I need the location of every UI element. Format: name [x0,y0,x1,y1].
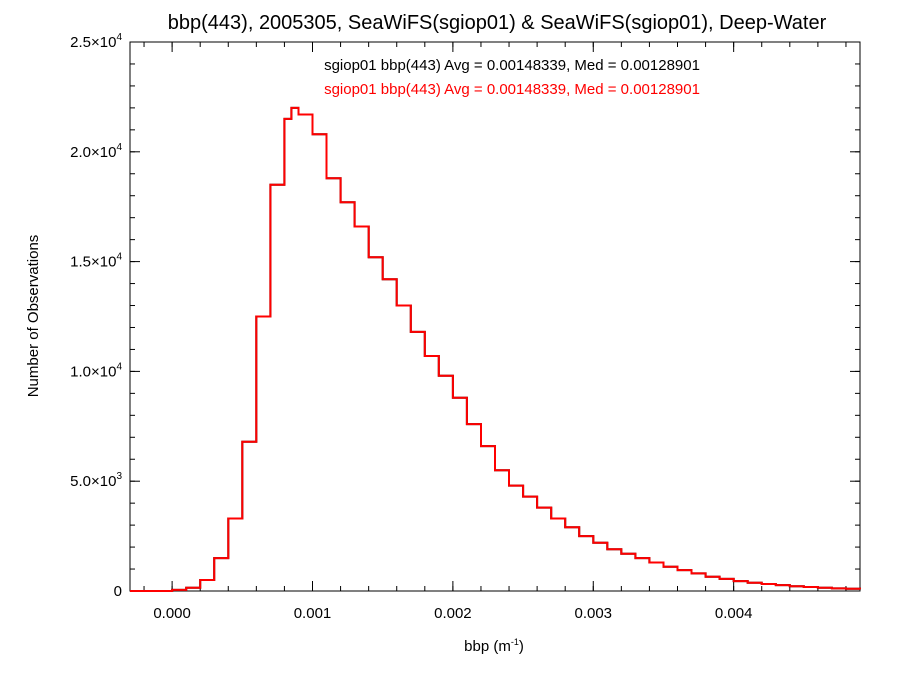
series-annotation-2: sgiop01 bbp(443) Avg = 0.00148339, Med =… [324,81,700,98]
x-tick-label: 0.003 [574,605,612,622]
x-axis-ticks: 0.000 0.001 0.002 0.003 0.004 [153,42,752,622]
y-axis-ticks: 0 5.0×103 1.0×104 1.5×104 2.0×104 2.5×104 [70,32,860,600]
plot-border [129,41,861,592]
x-tick-label: 0.002 [434,605,472,622]
y-tick-label: 2.5×104 [70,32,122,51]
y-tick-label: 2.0×104 [70,142,122,161]
minor-ticks [130,41,860,592]
plot-frame [129,41,861,592]
series-line-2 [130,106,861,592]
series-annotation-1: sgiop01 bbp(443) Avg = 0.00148339, Med =… [324,57,700,74]
y-tick-label: 1.5×104 [70,252,122,271]
y-tick-label: 5.0×103 [70,471,122,490]
x-axis-label: bbp (m-1) [464,637,524,655]
series-annotations: sgiop01 bbp(443) Avg = 0.00148339, Med =… [324,57,700,98]
y-tick-label: 0 [114,583,122,600]
x-tick-label: 0.001 [294,605,332,622]
series-lines [130,106,861,592]
x-tick-label: 0.004 [715,605,753,622]
y-tick-label: 1.0×104 [70,361,122,380]
chart-title: bbp(443), 2005305, SeaWiFS(sgiop01) & Se… [168,12,827,34]
y-axis-label: Number of Observations [25,235,42,398]
x-tick-label: 0.000 [153,605,191,622]
